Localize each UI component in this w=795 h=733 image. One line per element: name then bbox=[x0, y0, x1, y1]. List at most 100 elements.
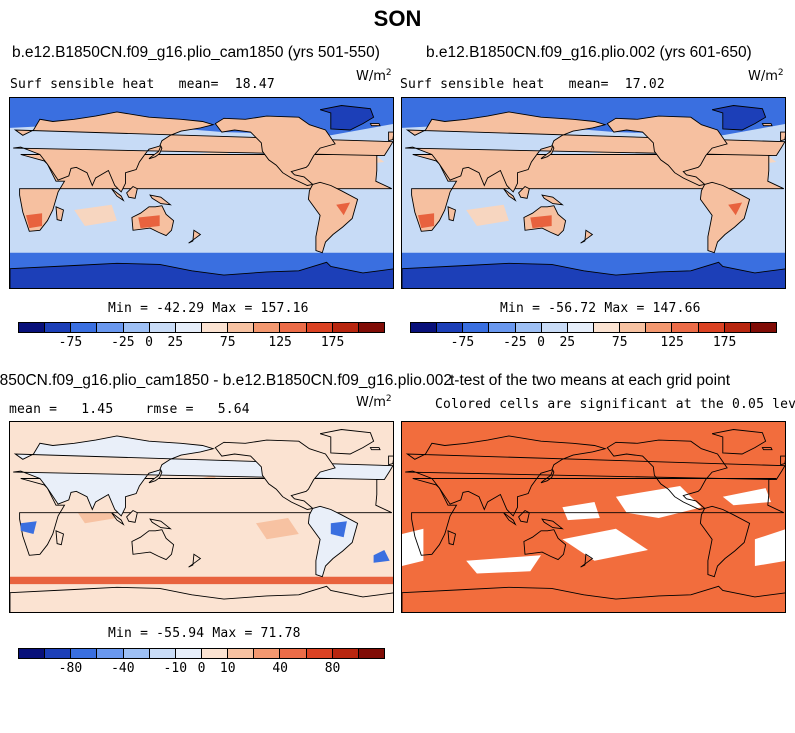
colorbar-swatch bbox=[254, 323, 281, 332]
coastline-namerica bbox=[606, 115, 728, 186]
colorbar-swatch bbox=[175, 323, 202, 332]
coastline-antarctica bbox=[402, 261, 785, 288]
coastline-uk bbox=[388, 455, 393, 466]
colorbar-swatch bbox=[672, 323, 699, 332]
coastline-africa bbox=[411, 478, 784, 556]
coastline-madagascar bbox=[55, 206, 65, 222]
coastline-eurasia bbox=[13, 435, 393, 517]
colorbar-tick-label: 0 bbox=[537, 335, 545, 350]
coastline-nz bbox=[580, 229, 594, 244]
colorbar-swatch bbox=[228, 649, 255, 658]
coastline-madagascar bbox=[55, 530, 65, 546]
colorbar-swatch bbox=[123, 649, 150, 658]
panel-br-subtitle: Colored cells are significant at the 0.0… bbox=[435, 397, 795, 412]
colorbar-tick-label: -10 bbox=[163, 661, 188, 676]
colorbar-swatch bbox=[332, 649, 359, 658]
coastline-uk bbox=[780, 131, 785, 142]
ocean-warm-patch bbox=[74, 204, 117, 226]
colorbar-swatch bbox=[71, 323, 98, 332]
colorbar-swatch bbox=[149, 649, 176, 658]
panel-tr-experiment: b.e12.B1850CN.f09_g16.plio.002 (yrs 601-… bbox=[426, 44, 752, 61]
colorbar-swatch bbox=[463, 323, 490, 332]
non-significant-region bbox=[722, 488, 771, 506]
ocean-warm-patch bbox=[466, 204, 509, 226]
coastline-eurasia bbox=[405, 111, 785, 193]
panel-tr-units: W/m2 bbox=[748, 68, 784, 84]
map-canvas bbox=[402, 98, 785, 288]
colorbar-swatch bbox=[19, 649, 46, 658]
colorbar-swatch bbox=[620, 323, 647, 332]
colorbar-swatch bbox=[567, 323, 594, 332]
coastline-madagascar bbox=[447, 530, 457, 546]
colorbar-tick-label: -80 bbox=[58, 661, 83, 676]
colorbar-swatch bbox=[19, 323, 46, 332]
coastline-newguinea bbox=[541, 518, 564, 530]
non-significant-region bbox=[615, 486, 702, 518]
colorbar-swatch bbox=[149, 323, 176, 332]
coastline-sumatra bbox=[503, 188, 517, 202]
diff-positive-patch bbox=[256, 518, 299, 540]
coastline-iceland bbox=[761, 447, 773, 451]
colorbar-tick-label: 10 bbox=[219, 661, 236, 676]
colorbar-swatch bbox=[411, 323, 438, 332]
coastline-nz bbox=[580, 553, 594, 568]
diff-negative-patch bbox=[330, 521, 347, 538]
coastline-madagascar bbox=[447, 206, 457, 222]
coastline-newguinea bbox=[149, 518, 172, 530]
colorbar-tick-label: 75 bbox=[611, 335, 628, 350]
coastline-nz bbox=[188, 553, 202, 568]
coastline-iceland bbox=[369, 123, 381, 127]
coastline-antarctica bbox=[402, 585, 785, 612]
coastline-iceland bbox=[369, 447, 381, 451]
coastline-antarctica bbox=[10, 585, 393, 612]
colorbar-swatch bbox=[489, 323, 516, 332]
southern-ocean-stripe bbox=[10, 576, 393, 585]
non-significant-region bbox=[562, 528, 648, 561]
diff-negative-patch bbox=[20, 521, 37, 534]
coastline-greenland bbox=[319, 429, 375, 455]
coastline-greenland bbox=[711, 105, 767, 131]
coastline-uk bbox=[780, 455, 785, 466]
coastline-japan bbox=[540, 468, 555, 484]
panel-bl-min-max: Min = -55.94 Max = 71.78 bbox=[108, 626, 301, 641]
coastline-australia bbox=[523, 529, 567, 561]
coastline-namerica bbox=[214, 115, 336, 186]
coastline-sumatra bbox=[111, 188, 125, 202]
colorbar-swatch bbox=[175, 649, 202, 658]
colorbar-swatch bbox=[750, 323, 776, 332]
coastline-iceland bbox=[761, 123, 773, 127]
colorbar-swatch bbox=[45, 323, 72, 332]
colorbar-swatch bbox=[698, 323, 725, 332]
coastline-australia bbox=[131, 529, 175, 561]
panel-tr-min-max: Min = -56.72 Max = 147.66 bbox=[500, 301, 701, 316]
colorbar-top-left bbox=[18, 322, 385, 333]
land-hot-spot bbox=[336, 202, 351, 216]
coastline-newguinea bbox=[541, 194, 564, 206]
colorbar-tick-label: 125 bbox=[268, 335, 292, 350]
map-canvas bbox=[10, 98, 393, 288]
coastline-eurasia bbox=[405, 435, 785, 517]
coastline-samerica bbox=[307, 181, 359, 254]
panel-tl-mean-value: 18.47 bbox=[234, 77, 275, 92]
map-canvas bbox=[10, 422, 393, 612]
colorbar-tick-label: 0 bbox=[197, 661, 206, 676]
panel-bl-experiment: b.e12.B1850CN.f09_g16.plio_cam1850 - b.e… bbox=[0, 372, 452, 389]
non-significant-region bbox=[402, 528, 424, 566]
land-hot-spot bbox=[26, 213, 43, 229]
colorbar-tick-label: 175 bbox=[320, 335, 345, 350]
colorbar-tick-label: 0 bbox=[145, 335, 153, 350]
panel-tr-field: Surf sensible heat mean= 17.02 bbox=[400, 77, 665, 92]
colorbar-swatch bbox=[306, 323, 333, 332]
map-panel-bottom-right bbox=[401, 421, 786, 613]
coastline-japan bbox=[148, 468, 163, 484]
colorbar-tick-label: -75 bbox=[450, 335, 475, 350]
non-significant-region bbox=[754, 529, 785, 566]
colorbar-tick-label: -25 bbox=[503, 335, 527, 350]
panel-bl-stats: mean = 1.45 rmse = 5.64 bbox=[9, 402, 250, 417]
map-panel-top-right bbox=[401, 97, 786, 289]
coastline-borneo bbox=[126, 185, 138, 199]
colorbar-tick-label: 125 bbox=[660, 335, 684, 350]
colorbar-tick-label: 80 bbox=[324, 661, 341, 676]
panel-tl-min-max: Min = -42.29 Max = 157.16 bbox=[108, 301, 309, 316]
colorbar-swatch bbox=[724, 323, 751, 332]
